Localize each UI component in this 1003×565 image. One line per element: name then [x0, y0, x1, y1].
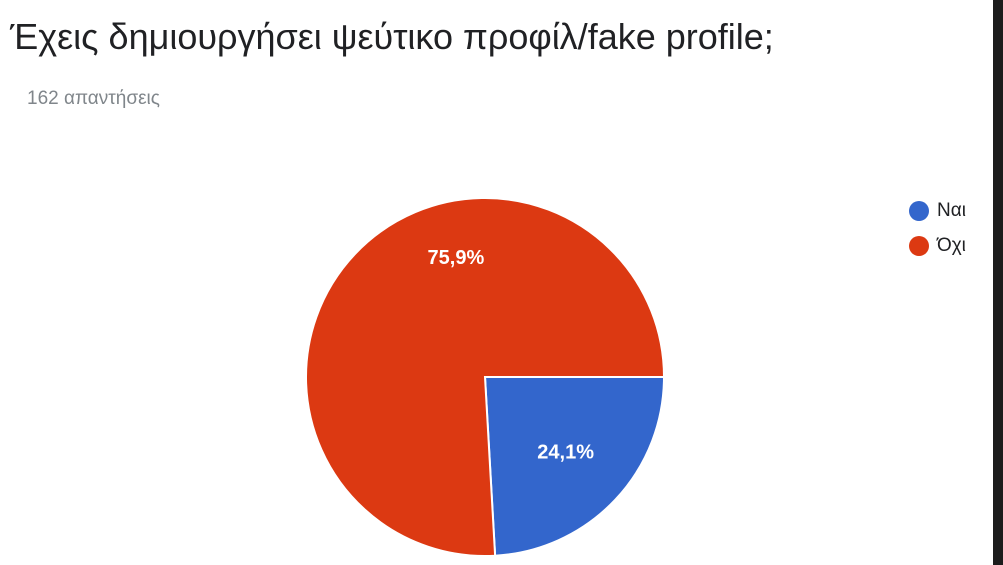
pie-slice-nai[interactable]	[483, 376, 666, 557]
chart-legend[interactable]: Ναι Όχι	[909, 200, 966, 256]
response-count: 162 απαντήσεις	[27, 88, 160, 109]
chart-title: Έχεις δημιουργήσει ψεύτικο προφίλ/fake p…	[10, 16, 774, 57]
slice-label-nai: 24,1%	[537, 442, 594, 464]
legend-swatch-oxi	[909, 236, 929, 256]
pie-slice-labels: 24,1% 75,9%	[428, 247, 595, 463]
pie-slices	[305, 197, 666, 557]
pie-slice-oxi[interactable]	[305, 197, 666, 557]
legend-label-oxi[interactable]: Όχι	[936, 235, 966, 256]
legend-swatch-nai	[909, 201, 929, 221]
legend-label-nai[interactable]: Ναι	[937, 200, 966, 221]
slice-label-oxi: 75,9%	[428, 247, 485, 269]
